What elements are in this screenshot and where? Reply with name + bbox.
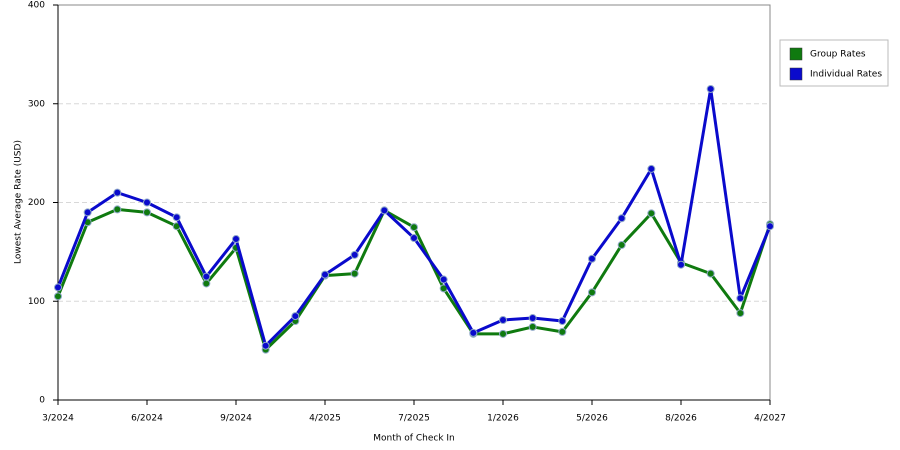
data-point: [706, 84, 715, 93]
data-point: [558, 317, 567, 325]
y-tick-label: 0: [39, 396, 45, 406]
x-tick-label: 4/2025: [309, 414, 341, 424]
data-point: [380, 206, 389, 215]
data-point: [499, 316, 507, 325]
data-point: [410, 223, 418, 232]
legend-swatch: [789, 47, 803, 61]
data-point: [736, 294, 745, 303]
data-point: [202, 272, 211, 281]
data-point: [261, 341, 270, 350]
data-point: [113, 205, 122, 214]
y-tick-label: 200: [28, 198, 45, 208]
data-point: [54, 283, 62, 292]
data-point: [766, 222, 774, 231]
data-point: [113, 188, 122, 197]
data-point: [172, 213, 181, 222]
data-point: [617, 214, 626, 223]
data-point: [647, 164, 656, 173]
x-tick-label: 5/2026: [576, 414, 608, 424]
y-tick-label: 400: [28, 1, 45, 11]
data-point: [350, 269, 359, 278]
data-point: [499, 329, 507, 338]
data-point: [291, 312, 300, 321]
data-point: [321, 270, 329, 279]
x-tick-label: 6/2024: [131, 414, 163, 424]
x-tick-label: 8/2026: [665, 414, 697, 424]
data-point: [232, 235, 240, 244]
data-point: [143, 198, 151, 207]
y-tick-label: 100: [28, 297, 45, 307]
data-point: [54, 292, 62, 301]
data-point: [410, 234, 418, 243]
data-point: [706, 269, 715, 278]
legend-label: Group Rates: [810, 50, 866, 60]
data-point: [558, 327, 567, 336]
x-tick-label: 3/2024: [42, 414, 74, 424]
x-tick-label: 9/2024: [220, 414, 252, 424]
data-point: [588, 288, 596, 297]
data-point: [647, 209, 656, 218]
data-point: [83, 208, 92, 217]
data-point: [143, 208, 151, 217]
x-tick-label: 1/2026: [487, 414, 519, 424]
data-point: [350, 250, 359, 259]
x-tick-label: 4/2027: [754, 414, 786, 424]
data-point: [588, 254, 596, 263]
data-point: [439, 275, 448, 284]
legend-swatch: [789, 67, 803, 81]
data-point: [202, 279, 211, 288]
data-point: [617, 240, 626, 249]
data-point: [736, 309, 745, 318]
legend-label: Individual Rates: [810, 70, 882, 80]
data-point: [528, 322, 537, 331]
y-tick-label: 300: [28, 99, 45, 109]
data-point: [528, 314, 537, 323]
data-point: [469, 328, 478, 337]
data-point: [677, 260, 685, 269]
x-tick-label: 7/2025: [398, 414, 430, 424]
x-axis-label: Month of Check In: [373, 434, 455, 444]
y-axis-label: Lowest Average Rate (USD): [14, 140, 24, 264]
series-line: [56, 87, 772, 348]
